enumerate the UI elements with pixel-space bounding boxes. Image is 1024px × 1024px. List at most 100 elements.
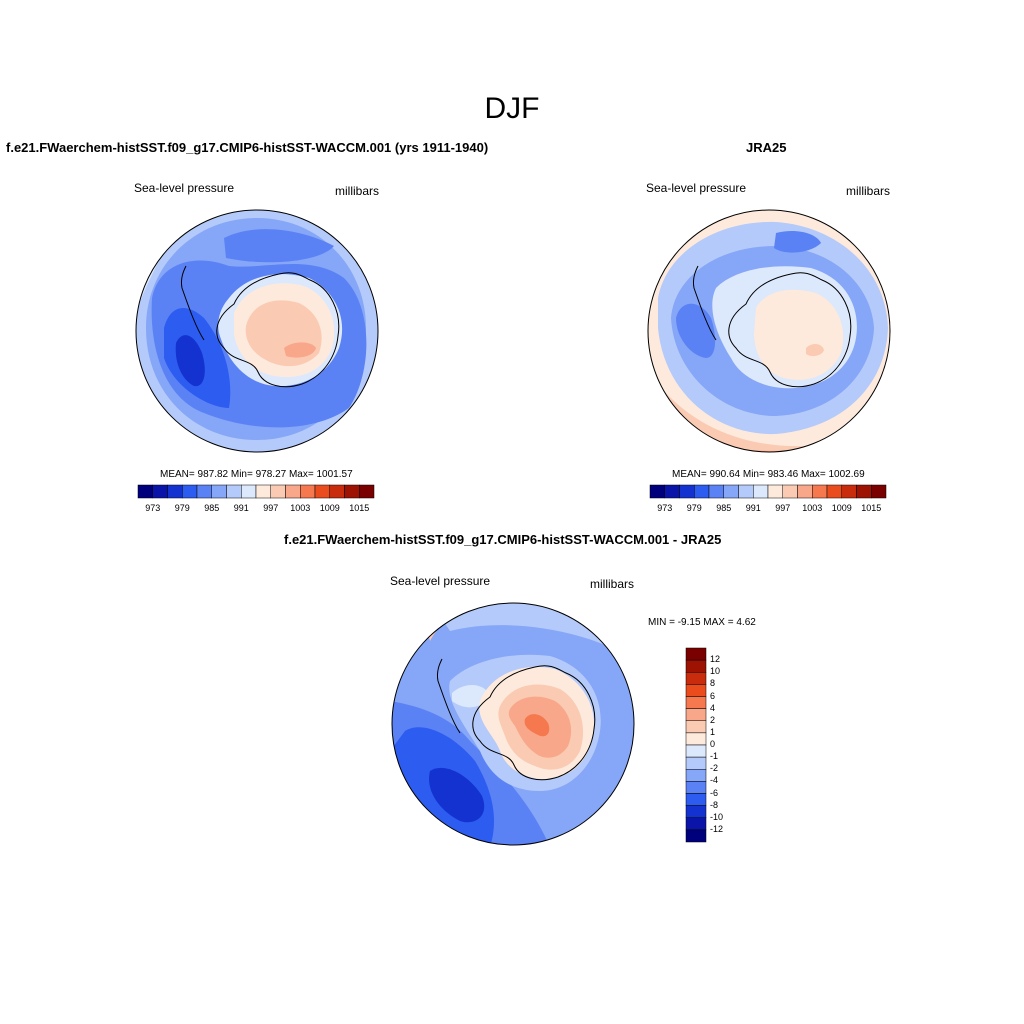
panel-2-colorbar-swatch: [856, 484, 872, 499]
panel-1-colorbar-swatch: [182, 484, 198, 499]
panel-2-colorbar-tick-label: 991: [745, 503, 761, 513]
panel-3-colorbar-swatch: [685, 696, 707, 709]
panel-1-units-label: millibars: [335, 184, 380, 198]
panel-1-map-border: [135, 209, 379, 453]
panel-2-colorbar-swatch: [738, 484, 754, 499]
panel-1-colorbar-swatch: [344, 484, 360, 499]
panel-2-continent: [754, 289, 844, 380]
panel-1-colorbar-swatch: [152, 484, 168, 499]
panel-2-title: JRA25: [746, 140, 787, 155]
panel-2-colorbar-swatch: [694, 484, 710, 499]
panel-2-colorbar-swatch: [723, 484, 739, 499]
panel-2-high-core: [806, 344, 824, 357]
panel-3-colorbar-swatch: [685, 672, 707, 685]
panel-1-colorbar-swatch: [196, 484, 212, 499]
panel-2-colorbar-tick-label: 1003: [802, 503, 823, 513]
panel-1-variable-label: Sea-level pressure: [134, 181, 235, 195]
panel-2-coastline: [728, 272, 852, 388]
panel-3-variable-label: Sea-level pressure: [390, 574, 491, 588]
panel-3-colorbar-swatch: [685, 744, 707, 758]
panel-3-colorbar-tick-label: 8: [710, 678, 716, 689]
panel-2-colorbar-tick-label: 979: [686, 503, 702, 513]
panel-3-colorbar-swatch: [685, 829, 707, 843]
panel-2-colorbar: [649, 484, 887, 499]
panel-3-colorbar-ticks: 12 10 8 6 4 2 1 0 -1 -2 -4 -6 -8 -10 -12: [710, 648, 740, 842]
panel-1-map: [135, 209, 379, 453]
panel-2-map: [647, 209, 891, 453]
panel-3-units-label: millibars: [590, 577, 635, 591]
panel-1-peninsula: [181, 265, 205, 341]
panel-2-low-nw: [774, 231, 821, 253]
panel-3-peninsula: [437, 658, 461, 734]
panel-1-low-nw: [224, 229, 334, 263]
panel-3-colorbar-swatch: [685, 805, 707, 818]
panel-3-colorbar-tick-label: -6: [710, 787, 719, 798]
panel-3-colorbar-tick-label: -12: [710, 823, 724, 834]
panel-1-colorbar-swatch: [329, 484, 345, 499]
panel-3-colorbar-swatch: [685, 793, 707, 806]
panel-1-colorbar-swatch: [167, 484, 183, 499]
panel-3-colorbar-tick-label: 0: [710, 739, 716, 749]
panel-2-variable-label: Sea-level pressure: [646, 181, 747, 195]
panel-3-colorbar-tick-label: 1: [710, 726, 716, 737]
panel-2-colorbar-swatch: [753, 484, 769, 499]
panel-1-colorbar-swatch: [137, 484, 153, 499]
panel-3-colorbar-tick-label: -1: [710, 751, 719, 762]
panel-2-colorbar-tick-label: 1015: [861, 503, 882, 513]
panel-1-colorbar-swatch: [300, 484, 316, 499]
panel-1-colorbar-tick-label: 979: [174, 503, 190, 513]
panel-1-low-west-core: [175, 335, 205, 387]
panel-2-colorbar-swatch: [812, 484, 828, 499]
panel-1-colorbar-tick-label: 1003: [290, 503, 311, 513]
panel-2-colorbar-tick-label: 1009: [831, 503, 852, 513]
panel-2-colorbar-swatch: [679, 484, 695, 499]
panel-3-colorbar-swatch: [685, 659, 707, 673]
panel-3-colorbar-tick-label: -4: [710, 775, 719, 786]
panel-2-colorbar-swatch: [797, 484, 813, 499]
panel-2-colorbar-swatch: [871, 484, 887, 499]
panel-3-colorbar-swatch: [685, 769, 707, 782]
panel-2-colorbar-tick-label: 985: [716, 503, 732, 513]
panel-3-colorbar: [685, 647, 707, 843]
panel-2-units-label: millibars: [846, 184, 891, 198]
panel-1-stats: MEAN= 987.82 Min= 978.27 Max= 1001.57: [160, 469, 353, 480]
panel-1-colorbar-tick-label: 1009: [319, 503, 340, 513]
panel-3-map-border: [391, 602, 635, 846]
panel-2-colorbar-swatch: [826, 484, 842, 499]
panel-3-high-core: [524, 714, 550, 737]
panel-1-colorbar-swatch: [314, 484, 330, 499]
panel-1-colorbar-swatch: [241, 484, 257, 499]
panel-3-colorbar-swatch: [685, 817, 707, 831]
panel-3-colorbar-tick-label: 12: [710, 654, 721, 665]
panel-2-colorbar-swatch: [649, 484, 665, 499]
panel-3-colorbar-tick-label: 10: [710, 666, 721, 677]
panel-2-colorbar-tick-label: 997: [775, 503, 791, 513]
panel-2-colorbar-tick-label: 973: [657, 503, 673, 513]
panel-3-map: [391, 602, 635, 846]
panel-1-colorbar-tick-label: 973: [145, 503, 161, 513]
panel-1-colorbar-tick-label: 1015: [349, 503, 370, 513]
panel-1-colorbar-swatch: [255, 484, 271, 499]
panel-1-colorbar-swatch: [226, 484, 242, 499]
panel-2-peninsula: [693, 265, 717, 341]
panel-3-coastline: [472, 665, 596, 781]
panel-3-colorbar-swatch: [685, 684, 707, 697]
panel-3-colorbar-swatch: [685, 781, 707, 794]
panel-3-colorbar-swatch: [685, 756, 707, 770]
panel-2-colorbar-swatch: [767, 484, 783, 499]
panel-3-colorbar-tick-label: 2: [710, 714, 716, 725]
panel-2-colorbar-swatch: [782, 484, 798, 499]
panel-3-colorbar-tick-label: -10: [710, 811, 724, 822]
panel-1-colorbar-tick-label: 997: [263, 503, 279, 513]
panel-3-colorbar-swatch: [685, 647, 707, 661]
figure-title: DJF: [484, 92, 540, 125]
panel-3-stats: MIN = -9.15 MAX = 4.62: [648, 617, 756, 628]
panel-1-colorbar-swatch: [211, 484, 227, 499]
panel-2-stats: MEAN= 990.64 Min= 983.46 Max= 1002.69: [672, 469, 865, 480]
panel-2-edge-salmon: [648, 368, 890, 452]
panel-1-colorbar-tick-label: 985: [204, 503, 220, 513]
panel-3-colorbar-tick-label: -8: [710, 799, 719, 810]
panel-1-coastline: [216, 272, 340, 388]
panel-2-colorbar-ticks: 973 979 985 991 997 1003 1009 1015: [650, 503, 886, 515]
panel-3-colorbar-swatch: [685, 732, 707, 746]
